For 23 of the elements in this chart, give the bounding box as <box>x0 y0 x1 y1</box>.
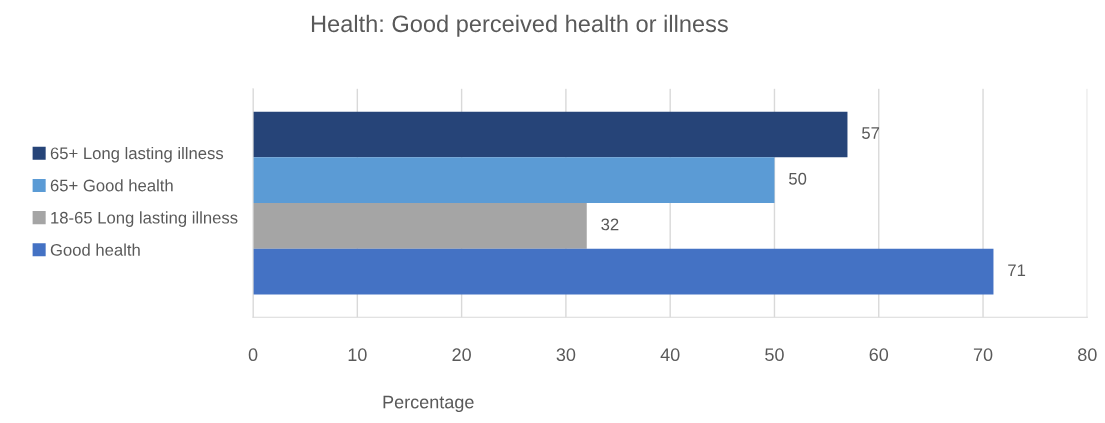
legend-label: 18-65 Long lasting illness <box>51 211 238 227</box>
x-tick-label: 80 <box>1078 348 1097 362</box>
x-axis-title: Percentage <box>383 395 474 413</box>
data-label: 32 <box>601 218 619 231</box>
chart-title: Health: Good perceived health or illness <box>311 14 728 37</box>
legend-label: Good health <box>50 243 140 256</box>
data-label: 50 <box>789 172 807 185</box>
legend-label: 65+ Good health <box>50 179 173 192</box>
x-tick-label: 20 <box>452 348 471 362</box>
x-tick-label: 70 <box>973 348 993 362</box>
x-tick-label: 0 <box>248 348 258 362</box>
bar <box>253 157 775 204</box>
x-tick-label: 60 <box>869 348 889 362</box>
x-tick-label: 10 <box>348 348 367 362</box>
data-label: 71 <box>1008 264 1026 276</box>
legend-label: 65+ Long lasting illness <box>50 146 224 163</box>
x-tick-label: 40 <box>660 348 680 362</box>
bar <box>253 248 994 295</box>
bar <box>253 203 587 249</box>
bar <box>253 111 848 158</box>
x-tick-label: 50 <box>765 348 784 362</box>
x-tick-label: 30 <box>556 348 576 362</box>
data-label: 57 <box>862 127 880 139</box>
